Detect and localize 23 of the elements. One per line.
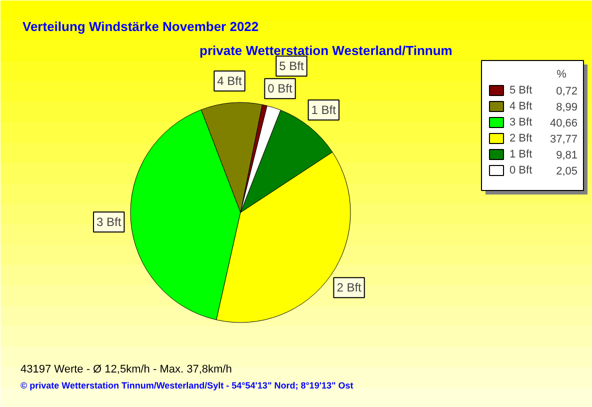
text: © private Wetterstation Tinnum/Westerland/Sylt - 54°54'13" Nord; 8°19'13" Ost [20,380,354,390]
slice-label: 3 Bft [96,215,122,230]
data-label: 2,05 [556,166,578,178]
slice-label: 1 Bft [311,102,337,117]
slice-label: 5 Bft [279,59,304,74]
chart-title: Verteilung Windstärke November 2022 [22,19,259,34]
legend-label: 0 Bft [510,164,532,176]
data-label: 0,72 [556,86,578,98]
legend-label: 2 Bft [510,132,532,144]
data-label: 8,99 [556,102,578,114]
data-label: 9,81 [556,150,578,162]
slice-label: 4 Bft [217,74,243,88]
legend-label: 4 Bft [510,100,532,112]
slice-label: 0 Bft [268,82,294,96]
data-label: 40,66 [550,118,578,130]
legend-label: 1 Bft [510,148,532,160]
slice-label: 2 Bft [336,280,362,295]
legend-title: % [556,68,567,80]
text: 43197 Werte - Ø 12,5km/h - Max. 37,8km/h [20,364,232,376]
legend-label: 5 Bft [510,84,532,96]
data-label: 37,77 [550,134,578,146]
legend-label: 3 Bft [510,116,532,128]
chart-subtitle: private Wetterstation Westerland/Tinnum [200,43,452,58]
